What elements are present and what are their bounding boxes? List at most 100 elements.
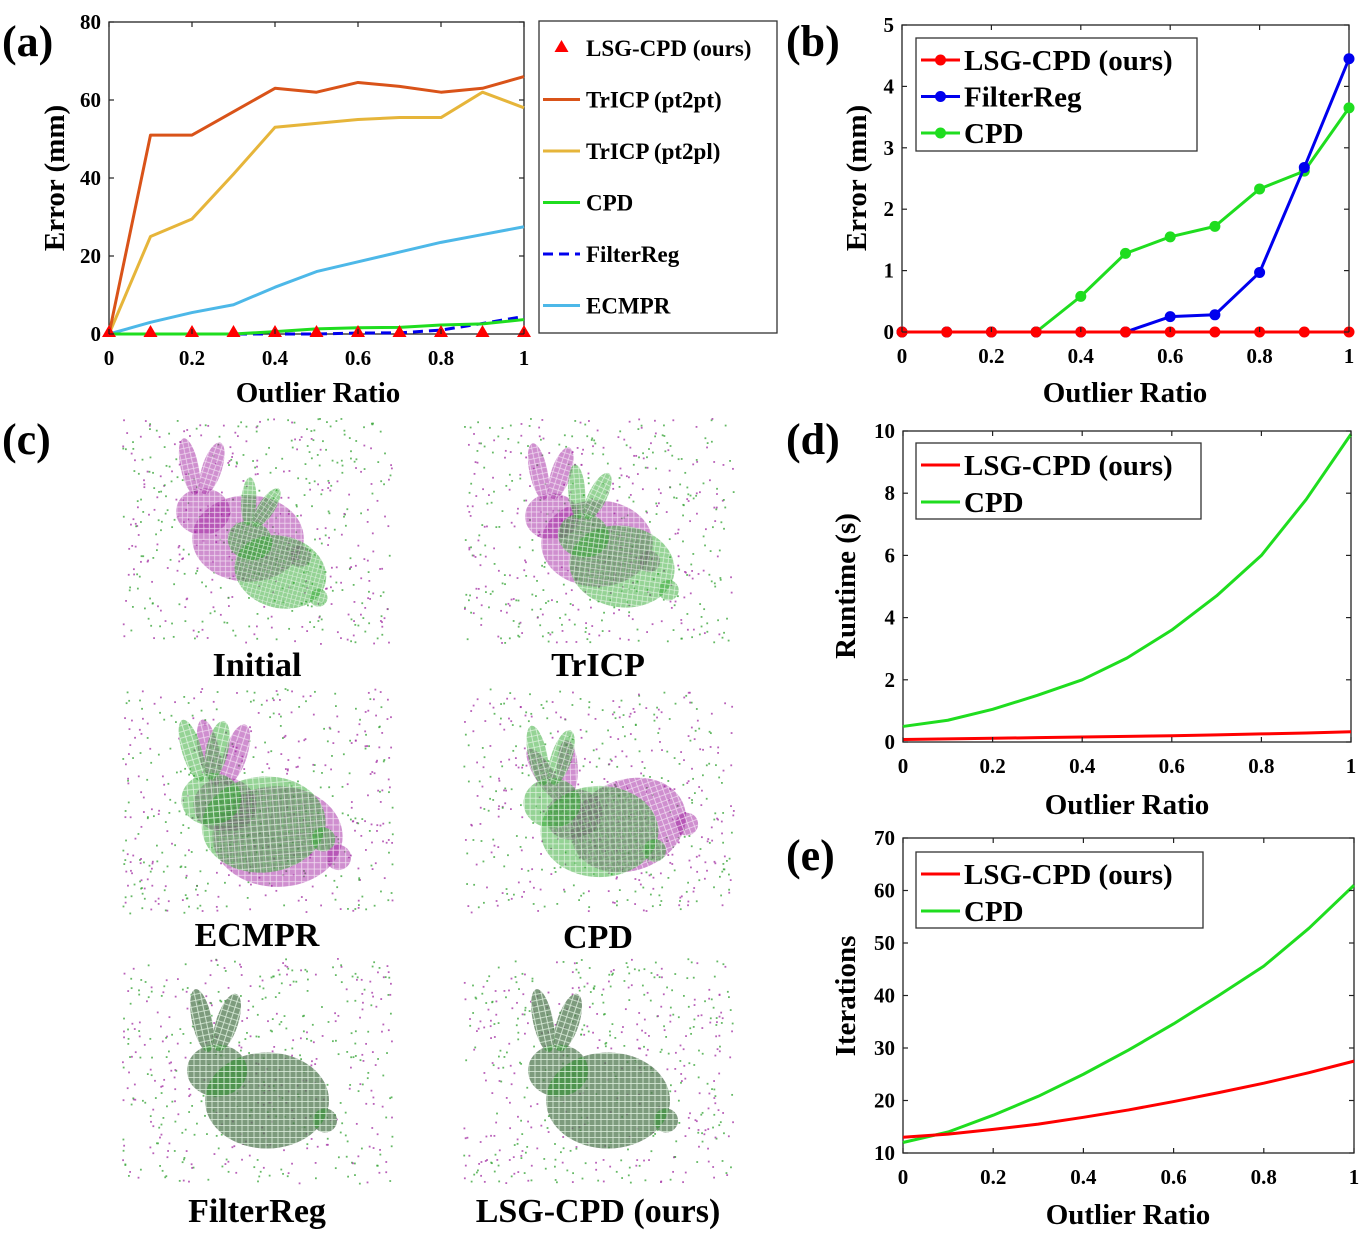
outlier-point [329,425,332,428]
outlier-point [361,1053,364,1056]
outlier-point [580,894,583,897]
outlier-point [503,990,506,992]
outlier-point [346,783,349,786]
outlier-point [353,620,355,622]
outlier-point [171,526,174,529]
outlier-point [729,1056,732,1059]
outlier-point [185,990,188,993]
outlier-point [472,612,475,615]
outlier-point [195,427,198,430]
outlier-point [186,987,189,989]
outlier-point [712,1006,715,1009]
outlier-point [328,786,331,789]
outlier-point [334,1012,337,1015]
outlier-point [378,725,381,728]
outlier-point [621,1177,624,1179]
outlier-point [715,1137,718,1140]
outlier-point [554,1158,557,1161]
outlier-point [387,971,390,974]
outlier-point [689,1112,691,1115]
outlier-point [362,1001,364,1004]
outlier-point [381,1030,383,1033]
outlier-point [638,694,641,697]
panel-a-series-tricp-pt2pl-line [107,90,525,335]
outlier-point [350,1032,353,1035]
outlier-point [480,1174,483,1177]
outlier-point [147,617,150,620]
outlier-point [513,525,516,528]
outlier-point [625,444,628,447]
outlier-point [602,446,605,449]
outlier-point [540,853,542,855]
outlier-point [698,727,701,730]
panel-b-xtick-label: 0 [897,344,908,368]
outlier-point [284,964,287,967]
outlier-point [340,459,343,462]
outlier-point [491,1162,493,1165]
outlier-point [376,824,379,827]
outlier-point [269,716,272,719]
outlier-point [143,486,146,489]
outlier-point [178,1179,181,1182]
outlier-point [130,452,133,455]
outlier-point [320,904,323,907]
panel-a-series-lsg-cpd-ours-point [143,325,158,337]
outlier-point [350,450,352,453]
panel-b-series-filterreg-point [1209,309,1221,321]
outlier-point [693,1064,696,1066]
outlier-point [166,1105,168,1108]
outlier-point [664,450,667,453]
outlier-point [524,714,527,717]
outlier-point [348,1087,351,1090]
outlier-point [384,976,387,979]
outlier-point [512,1156,515,1159]
outlier-point [670,1084,672,1087]
outlier-point [299,1037,302,1040]
outlier-point [294,438,296,441]
outlier-point [551,736,554,739]
outlier-point [313,626,316,628]
outlier-point [492,838,495,841]
outlier-point [357,867,360,870]
outlier-point [124,901,127,904]
outlier-point [124,859,127,861]
outlier-point [488,975,491,978]
outlier-point [387,994,390,996]
outlier-point [716,817,718,820]
outlier-point [281,457,284,460]
outlier-point [688,1127,691,1130]
outlier-point [199,904,202,907]
outlier-point [236,435,239,438]
outlier-point [371,991,374,994]
point-cloud-tile-ecmpr [122,688,394,915]
outlier-point [510,788,513,791]
outlier-point [138,575,141,578]
outlier-point [525,764,528,767]
outlier-point [238,884,241,887]
outlier-point [354,999,357,1002]
outlier-point [381,625,384,628]
outlier-point [673,869,676,872]
outlier-point [716,487,718,490]
outlier-point [491,1092,494,1095]
outlier-point [500,637,502,640]
outlier-point [701,1132,703,1135]
outlier-point [719,1045,721,1048]
outlier-point [272,712,275,715]
outlier-point [126,1087,129,1090]
outlier-point [480,604,483,607]
panel-b-series-filterreg-point [1343,53,1355,65]
outlier-point [682,514,684,517]
outlier-point [367,709,370,712]
outlier-point [174,1088,177,1091]
outlier-point [156,1011,159,1014]
outlier-point [188,1088,191,1090]
outlier-point [390,1096,393,1099]
outlier-point [467,744,470,747]
outlier-point [374,688,377,691]
outlier-point [215,871,218,874]
outlier-point [585,730,588,733]
outlier-point [608,1030,611,1033]
outlier-point [123,1030,125,1033]
